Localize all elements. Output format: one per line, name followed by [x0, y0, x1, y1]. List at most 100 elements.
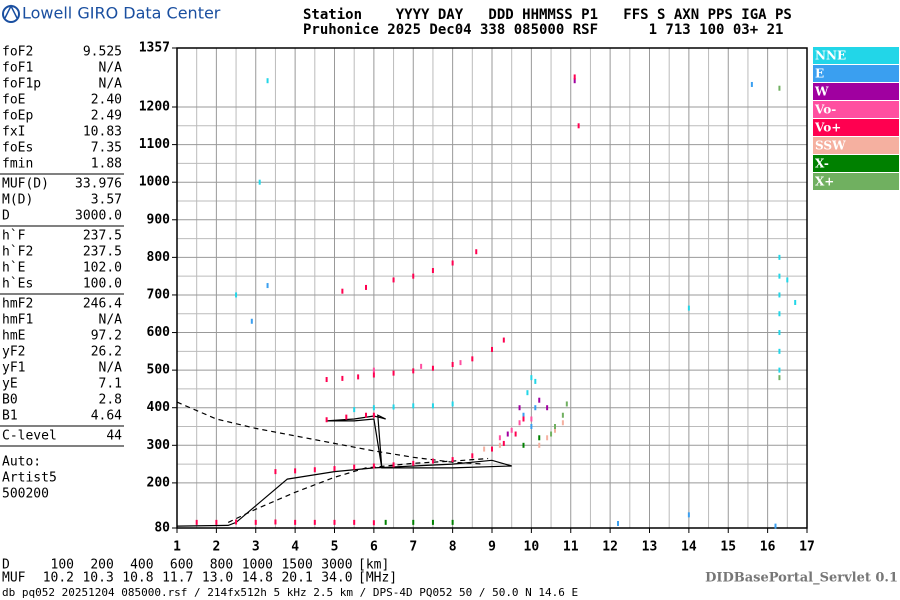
- x-tick-label: 15: [720, 540, 736, 555]
- echo-point: [522, 416, 525, 422]
- echo-point: [687, 512, 690, 518]
- d-value: 1000: [242, 558, 273, 573]
- echo-point: [538, 435, 541, 441]
- trace-line: [227, 457, 489, 523]
- param-value: 237.5: [83, 229, 122, 244]
- echo-point: [266, 78, 269, 84]
- muf-value: 13.0: [202, 571, 233, 586]
- echo-point: [530, 375, 533, 381]
- echo-point: [431, 403, 434, 409]
- param-value: 7.35: [91, 141, 122, 156]
- echo-point: [357, 374, 360, 380]
- param-name: yF1: [2, 361, 25, 376]
- x-tick-label: 3: [252, 540, 260, 555]
- param-name: foEs: [2, 141, 33, 156]
- param-name: h`F2: [2, 245, 33, 260]
- echo-point: [573, 74, 576, 80]
- param-name: B1: [2, 409, 18, 424]
- echo-point: [353, 407, 356, 413]
- echo-point: [372, 520, 375, 526]
- echo-point: [294, 468, 297, 474]
- muf-value: 14.8: [242, 571, 273, 586]
- param-name: foF2: [2, 45, 33, 60]
- echo-point: [365, 284, 367, 290]
- echo-point: [412, 403, 415, 409]
- param-name: hmF2: [2, 297, 33, 312]
- echo-point: [274, 469, 277, 475]
- echo-point: [215, 519, 218, 525]
- muf-label: MUF: [2, 571, 26, 586]
- echo-point: [498, 442, 501, 448]
- y-tick-label: 500: [147, 363, 171, 378]
- d-value: 400: [130, 558, 153, 573]
- echo-point: [778, 273, 781, 279]
- param-value: 100.0: [83, 277, 122, 292]
- x-tick-label: 6: [370, 540, 378, 555]
- param-name: foE: [2, 93, 25, 108]
- legend-label: W: [814, 85, 829, 99]
- legend-label: SSW: [815, 139, 846, 153]
- param-value: 2.49: [91, 109, 122, 124]
- echo-point: [274, 519, 277, 525]
- echo-point: [392, 370, 395, 376]
- param-value: N/A: [99, 313, 123, 328]
- echo-point: [750, 81, 753, 87]
- x-tick-label: 16: [760, 540, 776, 555]
- echo-point: [353, 519, 356, 525]
- echo-point: [483, 446, 486, 452]
- param-value: 26.2: [91, 345, 122, 360]
- echo-point: [546, 405, 549, 411]
- echo-point: [235, 519, 238, 525]
- echo-point: [431, 519, 434, 525]
- param-value: 97.2: [91, 329, 122, 344]
- y-tick-label: 300: [147, 438, 171, 453]
- echo-point: [522, 412, 525, 418]
- legend-swatch: [813, 137, 899, 154]
- echo-point: [325, 417, 328, 423]
- header-line: Station YYYY DAY DDD HHMMSS P1 FFS S AXN…: [303, 7, 792, 23]
- footer: db pq052 20251204 085000.rsf / 214fx512h…: [2, 586, 578, 599]
- x-tick-label: 4: [291, 540, 299, 555]
- echo-point: [325, 377, 328, 383]
- echo-point: [412, 460, 415, 466]
- d-value: 3000: [321, 558, 352, 573]
- echo-point: [778, 254, 781, 260]
- echo-point: [502, 337, 505, 343]
- echo-point: [254, 519, 257, 525]
- muf-value: 10.8: [122, 571, 153, 586]
- muf-value: 11.7: [162, 571, 193, 586]
- echo-point: [794, 299, 797, 305]
- d-label: D: [2, 558, 10, 573]
- echo-point: [392, 404, 395, 410]
- echo-point: [565, 401, 568, 407]
- param-value: N/A: [99, 77, 123, 92]
- muf-value: 10.2: [43, 571, 74, 586]
- echo-point: [341, 288, 344, 294]
- x-tick-label: 14: [681, 540, 697, 555]
- echo-point: [538, 442, 541, 448]
- echo-point: [778, 375, 781, 381]
- echo-point: [687, 305, 690, 311]
- servlet: DIDBasePortal_Servlet 0.1: [705, 571, 898, 586]
- param-name: h`Es: [2, 277, 33, 292]
- echo-point: [384, 519, 387, 525]
- echo-point: [412, 368, 415, 374]
- d-value: 800: [210, 558, 233, 573]
- trace-line: [176, 414, 512, 527]
- echo-point: [554, 427, 556, 433]
- param-value: 3000.0: [75, 209, 122, 224]
- echo-point: [518, 405, 521, 411]
- echo-point: [491, 446, 493, 452]
- param-value: 246.4: [83, 297, 122, 312]
- d-value: 1500: [281, 558, 312, 573]
- param-value: 3.57: [91, 193, 122, 208]
- y-tick-label: 400: [147, 400, 171, 415]
- echo-point: [451, 457, 454, 463]
- muf-value: 10.3: [82, 571, 113, 586]
- echo-point: [471, 356, 474, 362]
- echo-point: [778, 367, 781, 373]
- param-name: MUF(D): [2, 177, 49, 192]
- echo-point: [573, 78, 576, 84]
- header-line: Pruhonice 2025 Dec04 338 085000 RSF 1 71…: [303, 22, 783, 38]
